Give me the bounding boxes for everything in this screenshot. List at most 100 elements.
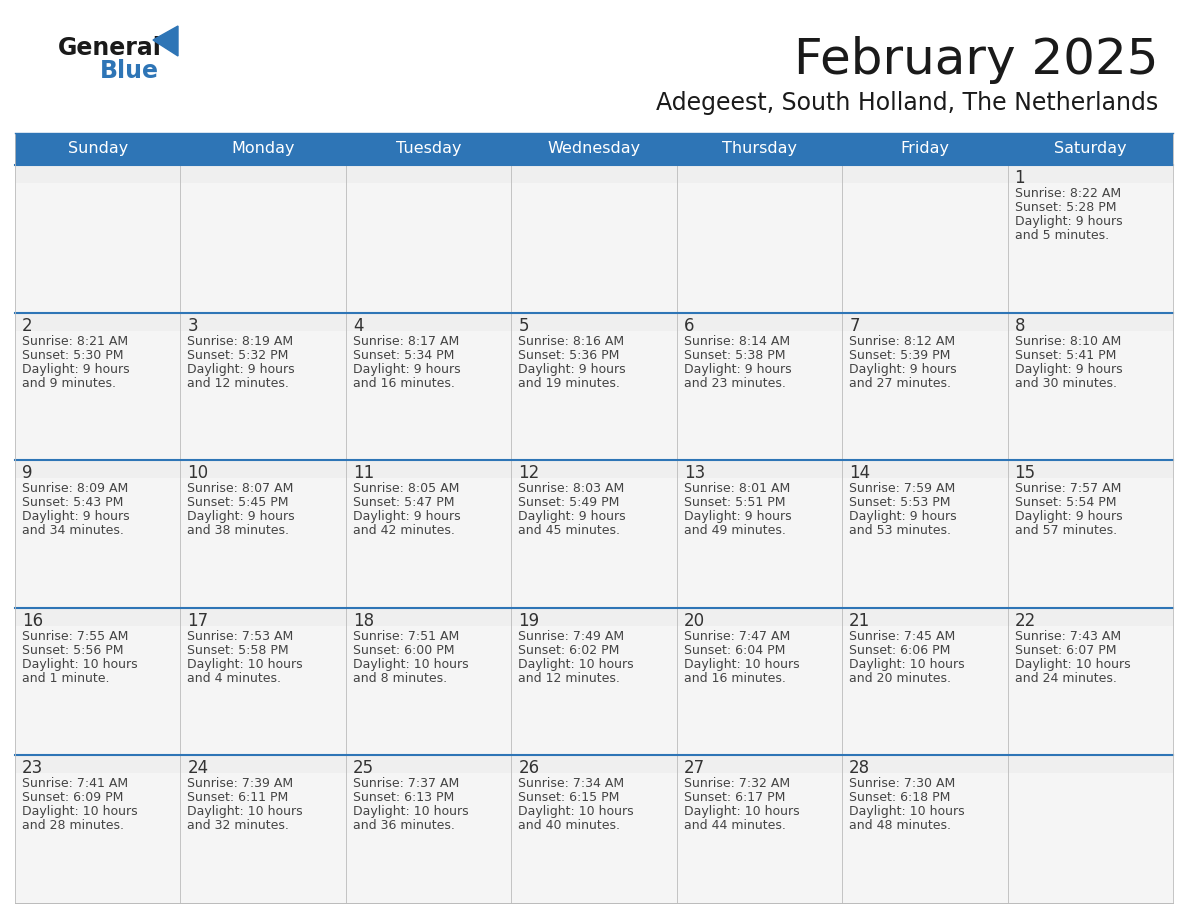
Text: Daylight: 9 hours: Daylight: 9 hours	[1015, 215, 1123, 228]
Text: Sunrise: 8:01 AM: Sunrise: 8:01 AM	[684, 482, 790, 495]
Bar	[15, 313, 181, 330]
Text: Daylight: 10 hours: Daylight: 10 hours	[849, 805, 965, 819]
Text: Sunset: 5:28 PM: Sunset: 5:28 PM	[1015, 201, 1116, 214]
Text: Sunrise: 7:32 AM: Sunrise: 7:32 AM	[684, 778, 790, 790]
Text: and 9 minutes.: and 9 minutes.	[23, 376, 116, 389]
Bar	[677, 165, 842, 183]
Text: Daylight: 9 hours: Daylight: 9 hours	[684, 363, 791, 375]
Text: and 1 minute.: and 1 minute.	[23, 672, 109, 685]
Text: and 38 minutes.: and 38 minutes.	[188, 524, 290, 537]
Bar	[346, 460, 511, 608]
Text: Sunset: 5:54 PM: Sunset: 5:54 PM	[1015, 497, 1116, 509]
Text: Sunset: 6:11 PM: Sunset: 6:11 PM	[188, 791, 289, 804]
Text: and 16 minutes.: and 16 minutes.	[684, 672, 785, 685]
Text: and 44 minutes.: and 44 minutes.	[684, 820, 785, 833]
Text: Sunrise: 7:53 AM: Sunrise: 7:53 AM	[188, 630, 293, 643]
Text: 9: 9	[23, 465, 32, 482]
Bar	[15, 165, 181, 313]
Text: and 24 minutes.: and 24 minutes.	[1015, 672, 1117, 685]
Text: and 48 minutes.: and 48 minutes.	[849, 820, 952, 833]
Bar	[842, 165, 1007, 183]
Text: 10: 10	[188, 465, 209, 482]
Bar	[15, 460, 181, 478]
Text: Sunrise: 7:59 AM: Sunrise: 7:59 AM	[849, 482, 955, 495]
Text: 13: 13	[684, 465, 704, 482]
Bar	[511, 460, 677, 608]
Text: Adegeest, South Holland, The Netherlands: Adegeest, South Holland, The Netherlands	[656, 91, 1158, 115]
Text: 24: 24	[188, 759, 209, 778]
Bar	[15, 608, 181, 756]
Text: 5: 5	[518, 317, 529, 334]
Text: and 28 minutes.: and 28 minutes.	[23, 820, 124, 833]
Text: Monday: Monday	[232, 141, 295, 156]
Text: and 30 minutes.: and 30 minutes.	[1015, 376, 1117, 389]
Bar	[1007, 165, 1173, 183]
Text: Sunset: 5:51 PM: Sunset: 5:51 PM	[684, 497, 785, 509]
Text: Sunset: 6:15 PM: Sunset: 6:15 PM	[518, 791, 620, 804]
Bar	[842, 313, 1007, 460]
Text: 2: 2	[23, 317, 32, 334]
Text: and 27 minutes.: and 27 minutes.	[849, 376, 952, 389]
Text: Daylight: 9 hours: Daylight: 9 hours	[188, 363, 295, 375]
Bar	[1007, 313, 1173, 460]
Text: Sunset: 5:32 PM: Sunset: 5:32 PM	[188, 349, 289, 362]
Text: Daylight: 9 hours: Daylight: 9 hours	[353, 510, 461, 523]
Text: 18: 18	[353, 611, 374, 630]
Bar	[842, 165, 1007, 313]
Text: Sunset: 5:47 PM: Sunset: 5:47 PM	[353, 497, 454, 509]
Text: Sunrise: 7:47 AM: Sunrise: 7:47 AM	[684, 630, 790, 643]
Text: Sunrise: 8:12 AM: Sunrise: 8:12 AM	[849, 334, 955, 348]
Text: Sunset: 6:00 PM: Sunset: 6:00 PM	[353, 644, 454, 656]
Text: Friday: Friday	[901, 141, 949, 156]
Text: Daylight: 9 hours: Daylight: 9 hours	[849, 363, 956, 375]
Text: Daylight: 9 hours: Daylight: 9 hours	[1015, 363, 1123, 375]
Text: 27: 27	[684, 759, 704, 778]
Text: Sunrise: 7:45 AM: Sunrise: 7:45 AM	[849, 630, 955, 643]
Bar	[677, 313, 842, 460]
Bar	[181, 460, 346, 608]
Bar	[346, 313, 511, 460]
Bar	[1007, 313, 1173, 330]
Text: and 12 minutes.: and 12 minutes.	[188, 376, 290, 389]
Text: Daylight: 10 hours: Daylight: 10 hours	[353, 658, 468, 671]
Text: and 45 minutes.: and 45 minutes.	[518, 524, 620, 537]
Bar	[1007, 756, 1173, 773]
Text: Sunset: 5:49 PM: Sunset: 5:49 PM	[518, 497, 620, 509]
Text: Sunset: 5:45 PM: Sunset: 5:45 PM	[188, 497, 289, 509]
Text: Daylight: 10 hours: Daylight: 10 hours	[518, 805, 634, 819]
Text: and 32 minutes.: and 32 minutes.	[188, 820, 290, 833]
Text: and 40 minutes.: and 40 minutes.	[518, 820, 620, 833]
Bar	[181, 756, 346, 903]
Bar	[15, 165, 181, 183]
Text: 3: 3	[188, 317, 198, 334]
Text: Sunrise: 8:03 AM: Sunrise: 8:03 AM	[518, 482, 625, 495]
Bar	[1007, 165, 1173, 313]
Bar	[511, 165, 677, 313]
Text: Sunrise: 7:43 AM: Sunrise: 7:43 AM	[1015, 630, 1120, 643]
Text: 14: 14	[849, 465, 871, 482]
Text: 19: 19	[518, 611, 539, 630]
Text: 12: 12	[518, 465, 539, 482]
Text: Sunrise: 7:55 AM: Sunrise: 7:55 AM	[23, 630, 128, 643]
Text: Sunrise: 8:17 AM: Sunrise: 8:17 AM	[353, 334, 459, 348]
Text: Sunrise: 7:41 AM: Sunrise: 7:41 AM	[23, 778, 128, 790]
Bar	[15, 756, 181, 903]
Text: Sunrise: 7:39 AM: Sunrise: 7:39 AM	[188, 778, 293, 790]
Bar	[1007, 756, 1173, 903]
Bar	[15, 608, 181, 626]
Bar	[511, 313, 677, 330]
Text: and 57 minutes.: and 57 minutes.	[1015, 524, 1117, 537]
Text: Sunset: 6:02 PM: Sunset: 6:02 PM	[518, 644, 620, 656]
Text: 6: 6	[684, 317, 694, 334]
Text: Sunset: 5:43 PM: Sunset: 5:43 PM	[23, 497, 124, 509]
Bar	[511, 756, 677, 773]
Text: Sunset: 6:06 PM: Sunset: 6:06 PM	[849, 644, 950, 656]
Bar	[346, 608, 511, 626]
Text: Daylight: 9 hours: Daylight: 9 hours	[1015, 510, 1123, 523]
Text: Sunrise: 8:09 AM: Sunrise: 8:09 AM	[23, 482, 128, 495]
Bar	[677, 313, 842, 330]
Bar	[677, 460, 842, 608]
Text: 21: 21	[849, 611, 871, 630]
Text: Daylight: 10 hours: Daylight: 10 hours	[518, 658, 634, 671]
Text: Thursday: Thursday	[722, 141, 797, 156]
